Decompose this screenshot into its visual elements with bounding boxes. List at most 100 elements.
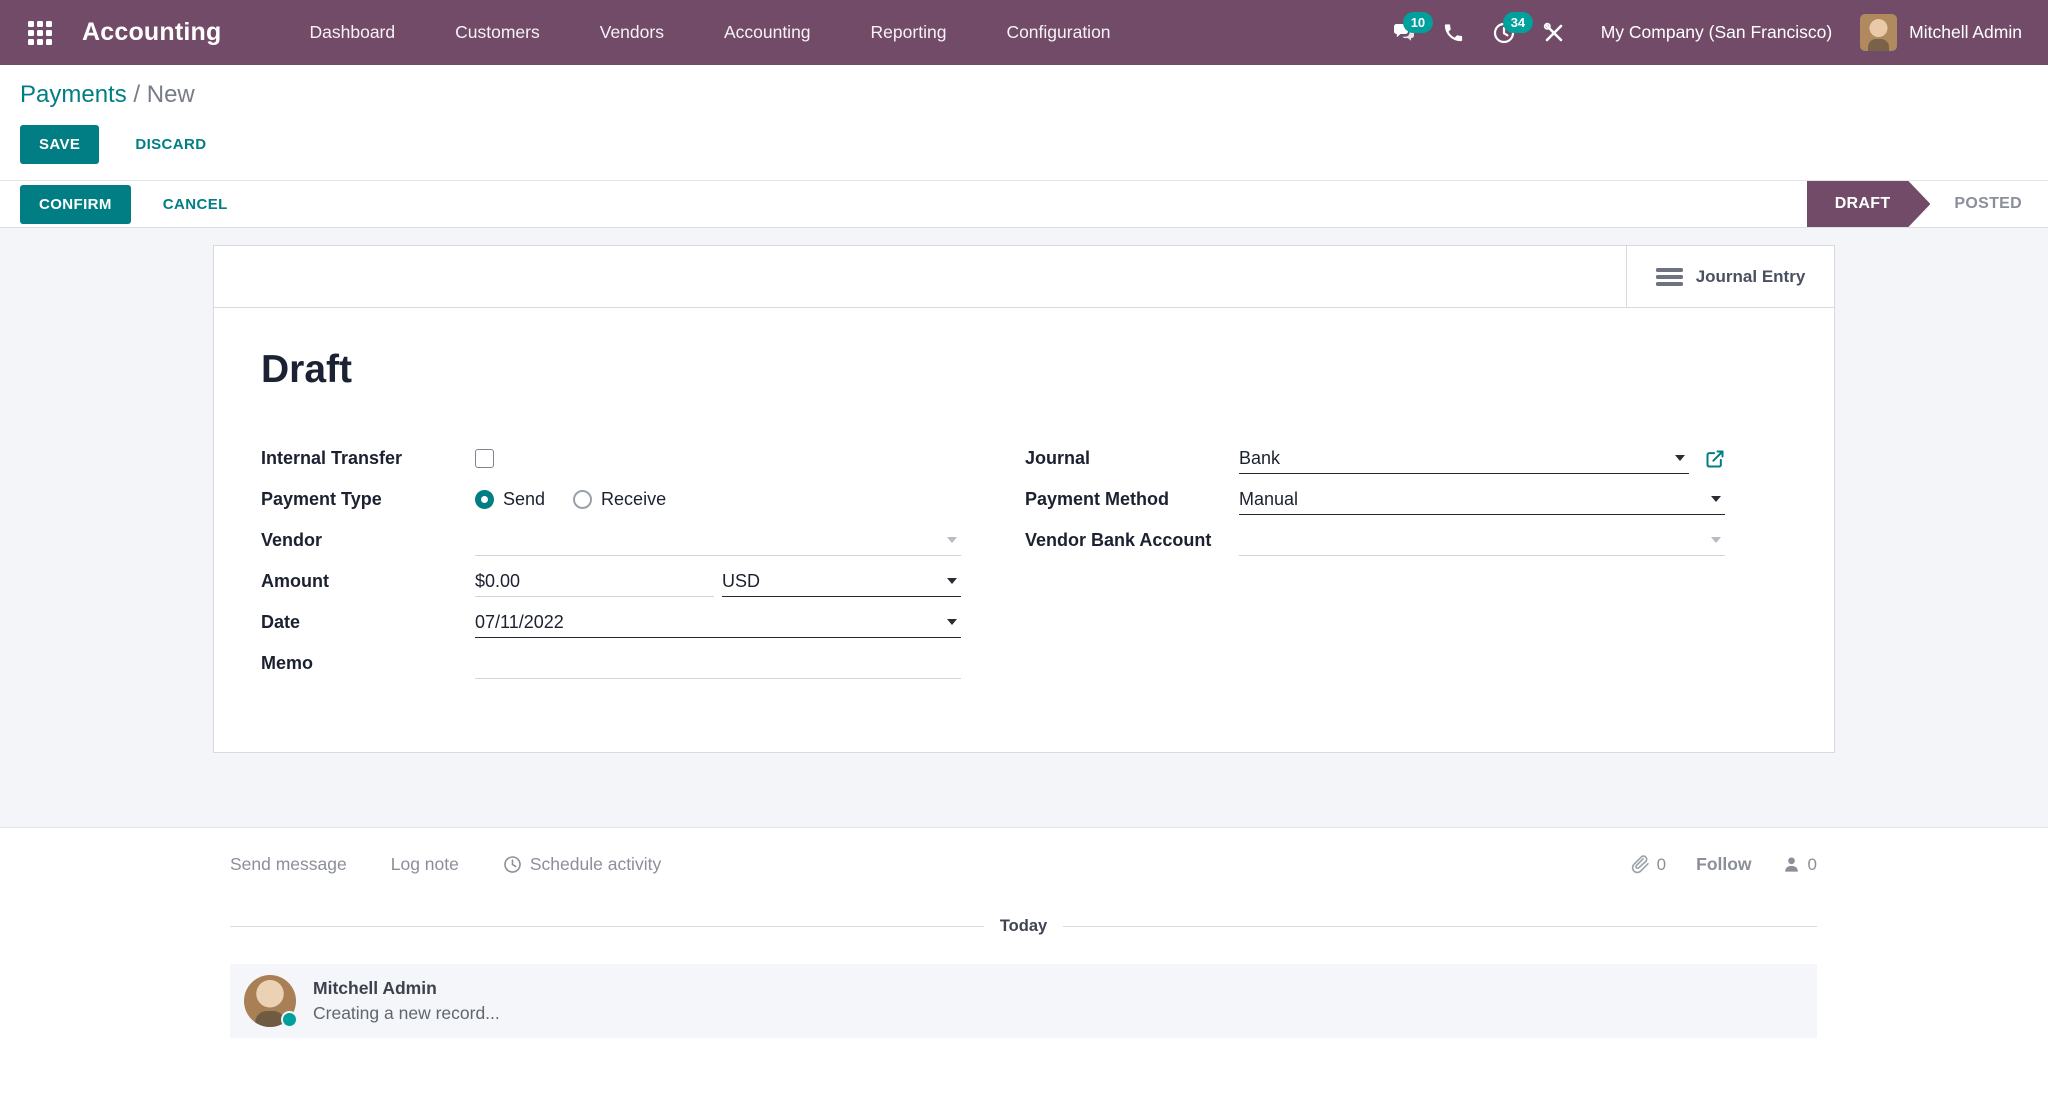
- vendor-bank-account-select[interactable]: [1239, 525, 1725, 556]
- confirm-button[interactable]: CONFIRM: [20, 184, 131, 224]
- vendor-bank-account-widget: [1239, 525, 1725, 556]
- payment-method-select[interactable]: Manual: [1239, 484, 1725, 515]
- field-payment-method: Payment Method Manual: [1025, 479, 1725, 520]
- state-draft[interactable]: DRAFT: [1807, 181, 1931, 227]
- follow-button[interactable]: Follow: [1696, 854, 1752, 874]
- phone-icon: [1445, 24, 1463, 42]
- payment-type-widget: Send Receive: [475, 489, 961, 510]
- followers-button[interactable]: 0: [1782, 855, 1817, 875]
- form-col-right: Journal Bank: [1025, 438, 1725, 684]
- chevron-down-icon: [947, 537, 957, 543]
- date-widget: [475, 607, 961, 638]
- radio-option-send[interactable]: Send: [475, 489, 545, 510]
- field-label: Amount: [261, 571, 329, 591]
- date-input[interactable]: [475, 611, 961, 633]
- discard-button[interactable]: DISCARD: [135, 136, 207, 153]
- payment-form-sheet: Journal Entry Draft Internal Transfer: [213, 245, 1835, 753]
- field-memo: Memo: [261, 643, 961, 684]
- menu-configuration[interactable]: Configuration: [1006, 22, 1111, 42]
- tools-button[interactable]: [1529, 10, 1579, 56]
- field-label: Payment Type: [261, 489, 382, 509]
- attachments-button[interactable]: 0: [1631, 855, 1666, 875]
- apps-grid-icon[interactable]: [20, 13, 60, 53]
- memo-input[interactable]: [475, 652, 961, 674]
- breadcrumb-payments-link[interactable]: Payments: [20, 81, 127, 108]
- memo-widget: [475, 648, 961, 679]
- field-amount: Amount USD: [261, 561, 961, 602]
- app-name[interactable]: Accounting: [82, 18, 222, 46]
- message-avatar: [244, 975, 298, 1028]
- radio-send-selected[interactable]: [475, 490, 494, 509]
- field-label: Date: [261, 612, 301, 632]
- user-name: Mitchell Admin: [1909, 22, 2022, 42]
- phone-button[interactable]: [1429, 10, 1479, 56]
- journal-entry-button[interactable]: Journal Entry: [1626, 246, 1834, 307]
- date-divider: Today: [230, 917, 1817, 936]
- radio-send-label: Send: [503, 489, 546, 509]
- form-grid: Internal Transfer Payment Type: [261, 438, 1834, 684]
- company-switcher[interactable]: My Company (San Francisco): [1600, 22, 1833, 42]
- log-note-button[interactable]: Log note: [390, 854, 459, 874]
- chatter-inner: Send message Log note Schedule activity …: [230, 854, 1817, 1038]
- vendor-input[interactable]: [475, 529, 961, 551]
- top-navbar: Accounting Dashboard Customers Vendors A…: [0, 0, 2048, 65]
- schedule-activity-button[interactable]: Schedule activity: [503, 854, 661, 875]
- chevron-down-icon: [1675, 455, 1685, 461]
- currency-value: USD: [722, 570, 761, 591]
- attachments-count: 0: [1656, 854, 1667, 874]
- navbar-systray: 10 34 My Company: [1379, 10, 2022, 56]
- online-status-dot: [281, 1011, 298, 1028]
- field-payment-type: Payment Type Send Receive: [261, 479, 961, 520]
- date-divider-label: Today: [999, 917, 1048, 935]
- breadcrumb: Payments / New: [20, 81, 2028, 109]
- send-message-button[interactable]: Send message: [230, 854, 347, 874]
- menu-reporting[interactable]: Reporting: [870, 22, 947, 42]
- date-picker[interactable]: [475, 607, 961, 638]
- vendor-select[interactable]: [475, 525, 961, 556]
- chatter-topbar: Send message Log note Schedule activity …: [230, 854, 1817, 875]
- menu-dashboard[interactable]: Dashboard: [309, 22, 396, 42]
- journal-select[interactable]: Bank: [1239, 443, 1689, 474]
- menu-vendors[interactable]: Vendors: [599, 22, 664, 42]
- vendor-bank-account-input[interactable]: [1239, 529, 1725, 551]
- menu-customers[interactable]: Customers: [455, 22, 540, 42]
- person-icon: [1784, 857, 1798, 872]
- radio-receive-unselected[interactable]: [573, 490, 593, 509]
- journal-external-link-icon[interactable]: [1705, 449, 1725, 469]
- breadcrumb-separator: /: [133, 81, 141, 108]
- amount-field[interactable]: [475, 566, 714, 597]
- sheet-body: Draft Internal Transfer Payment Type: [214, 308, 1834, 684]
- memo-field[interactable]: [475, 648, 961, 679]
- save-button[interactable]: SAVE: [20, 125, 100, 164]
- messages-badge: 10: [1402, 11, 1434, 33]
- schedule-clock-icon: [504, 856, 521, 873]
- paperclip-icon: [1631, 855, 1649, 874]
- tools-icon: [1543, 22, 1563, 41]
- messages-button[interactable]: 10: [1379, 10, 1434, 56]
- activities-button[interactable]: 34: [1479, 10, 1534, 56]
- radio-option-receive[interactable]: Receive: [573, 489, 666, 510]
- record-state-title: Draft: [261, 348, 353, 391]
- field-label: Journal: [1025, 448, 1091, 468]
- amount-split: USD: [475, 566, 961, 597]
- control-panel: Payments / New SAVE DISCARD: [0, 65, 2048, 180]
- currency-select[interactable]: USD: [722, 566, 961, 597]
- amount-input[interactable]: [475, 570, 714, 592]
- journal-entry-label: Journal Entry: [1695, 266, 1806, 286]
- chevron-down-icon: [947, 578, 957, 584]
- internal-transfer-checkbox[interactable]: [475, 449, 494, 468]
- state-posted[interactable]: POSTED: [1954, 195, 2022, 212]
- field-vendor-bank-account: Vendor Bank Account: [1025, 520, 1725, 561]
- activities-badge: 34: [1502, 11, 1534, 33]
- user-avatar: [1860, 14, 1898, 51]
- apps-grid-icon: [28, 20, 52, 45]
- cancel-button[interactable]: CANCEL: [162, 195, 228, 213]
- field-internal-transfer: Internal Transfer: [261, 438, 961, 479]
- menu-accounting[interactable]: Accounting: [723, 22, 811, 42]
- main-menu: Dashboard Customers Vendors Accounting R…: [280, 0, 1141, 65]
- user-menu[interactable]: Mitchell Admin: [1860, 14, 2022, 51]
- payment-type-radio-group: Send Receive: [475, 489, 666, 510]
- chevron-down-icon: [1711, 537, 1721, 543]
- message-author: Mitchell Admin: [313, 978, 437, 998]
